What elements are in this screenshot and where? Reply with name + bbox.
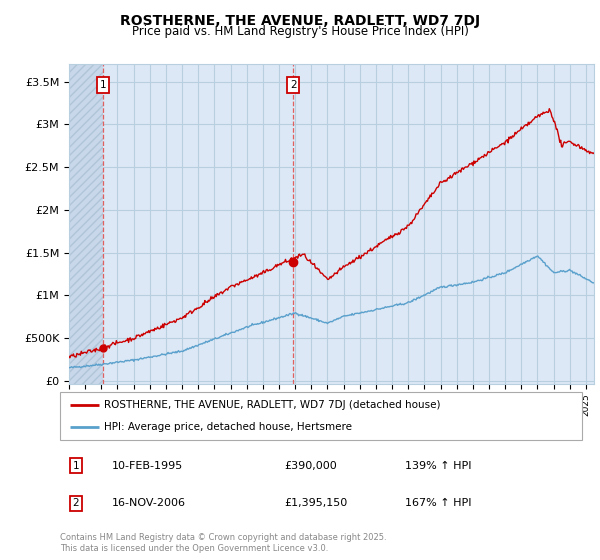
Text: ROSTHERNE, THE AVENUE, RADLETT, WD7 7DJ (detached house): ROSTHERNE, THE AVENUE, RADLETT, WD7 7DJ … [104,400,441,410]
Text: £390,000: £390,000 [284,461,337,471]
Bar [69,64,103,384]
FancyBboxPatch shape [60,392,582,440]
Text: 16-NOV-2006: 16-NOV-2006 [112,498,186,508]
Text: 167% ↑ HPI: 167% ↑ HPI [404,498,471,508]
Text: Price paid vs. HM Land Registry's House Price Index (HPI): Price paid vs. HM Land Registry's House … [131,25,469,38]
Text: Contains HM Land Registry data © Crown copyright and database right 2025.
This d: Contains HM Land Registry data © Crown c… [60,533,386,553]
Text: £1,395,150: £1,395,150 [284,498,348,508]
Text: 1: 1 [73,461,79,471]
Text: 2: 2 [73,498,79,508]
Bar [69,64,103,384]
Text: 2: 2 [290,80,296,90]
Text: HPI: Average price, detached house, Hertsmere: HPI: Average price, detached house, Hert… [104,422,352,432]
Text: ROSTHERNE, THE AVENUE, RADLETT, WD7 7DJ: ROSTHERNE, THE AVENUE, RADLETT, WD7 7DJ [120,14,480,28]
Text: 1: 1 [100,80,107,90]
Text: 139% ↑ HPI: 139% ↑ HPI [404,461,471,471]
Text: 10-FEB-1995: 10-FEB-1995 [112,461,184,471]
